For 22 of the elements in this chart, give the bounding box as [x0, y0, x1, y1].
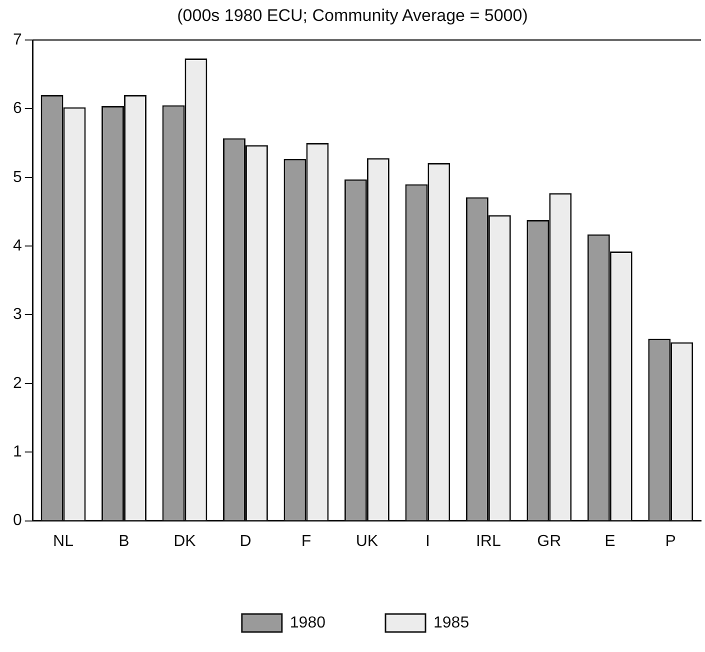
legend-label: 1980 [290, 614, 326, 632]
x-tick-label: E [604, 532, 616, 550]
x-tick-label: UK [356, 532, 378, 550]
x-tick-label: D [240, 532, 252, 550]
x-tick-label: GR [537, 532, 562, 550]
x-tick-label: IRL [476, 532, 501, 550]
y-tick-label: 5 [12, 168, 22, 186]
x-tick-label: NL [53, 532, 74, 550]
y-tick-label: 4 [12, 237, 22, 254]
y-tick-label: 6 [12, 100, 22, 118]
y-tick-label: 1 [12, 444, 22, 461]
y-tick-label: 3 [12, 306, 22, 324]
legend-label: 1985 [434, 614, 470, 632]
y-tick-label: 7 [12, 31, 22, 48]
y-tick-label: 0 [12, 512, 22, 530]
x-tick-label: P [665, 532, 676, 550]
x-tick-label: I [425, 532, 430, 550]
y-tick-label: 2 [12, 374, 22, 392]
x-tick-label: B [118, 532, 130, 550]
x-tick-label: F [301, 532, 312, 550]
chart-subtitle: (000s 1980 ECU; Community Average = 5000) [176, 6, 529, 26]
x-tick-label: DK [174, 532, 196, 550]
